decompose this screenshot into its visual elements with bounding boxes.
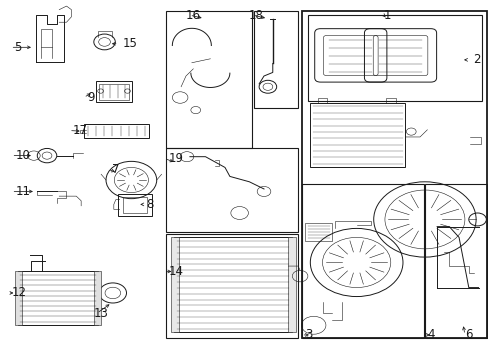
Text: 6: 6 [464,328,471,341]
Text: 4: 4 [427,328,434,341]
Text: 7: 7 [112,163,119,176]
Polygon shape [94,271,101,325]
Text: 9: 9 [87,91,95,104]
Polygon shape [288,237,295,332]
Text: 8: 8 [146,198,153,211]
Text: 19: 19 [168,152,183,165]
Text: 16: 16 [185,9,201,22]
Text: 10: 10 [15,149,30,162]
Text: 3: 3 [305,328,312,341]
Text: 17: 17 [73,124,88,137]
Text: 12: 12 [11,287,26,300]
Text: 11: 11 [15,185,30,198]
Text: 13: 13 [93,307,108,320]
Text: 14: 14 [168,265,183,278]
Text: 18: 18 [248,9,263,22]
Polygon shape [15,271,21,325]
Text: 1: 1 [383,9,390,22]
Polygon shape [171,237,178,332]
Text: 15: 15 [122,37,137,50]
Text: 2: 2 [472,53,479,66]
Text: 5: 5 [14,41,21,54]
